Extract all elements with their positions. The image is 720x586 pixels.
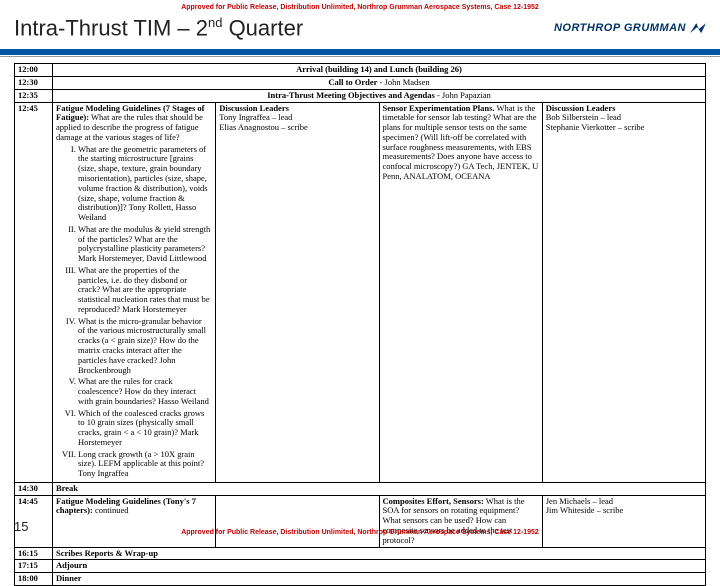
leaders-head: Discussion Leaders: [219, 103, 289, 113]
page-title: Intra-Thrust TIM – 2nd Quarter: [14, 15, 303, 41]
list-item: What is the micro-granular behavior of t…: [78, 317, 212, 376]
fg2-cont: continued: [93, 505, 129, 515]
comp-leaders-cell: Jen Michaels – lead Jim Whiteside – scri…: [542, 495, 705, 547]
list-item: What are the properties of the particles…: [78, 266, 212, 315]
header-bar: [0, 49, 720, 55]
adjourn-cell: Adjourn: [53, 560, 706, 573]
sensor-head: Sensor Experimentation Plans.: [383, 103, 495, 113]
table-row: 12:35 Intra-Thrust Meeting Objectives an…: [15, 89, 706, 102]
time-cell: 12:35: [15, 89, 53, 102]
left-leaders-cell: Discussion Leaders Tony Ingraffea – lead…: [216, 102, 379, 482]
title-pre: Intra-Thrust TIM – 2: [14, 15, 208, 40]
approval-footer: Approved for Public Release, Distributio…: [0, 529, 720, 536]
company-logo: NORTHROP GRUMMAN: [554, 22, 706, 34]
right-leaders-cell: Discussion Leaders Bob Silberstein – lea…: [542, 102, 705, 482]
cto-person: - John Madsen: [377, 77, 429, 87]
fg-continued-cell: Fatigue Modeling Guidelines (Tony's 7 ch…: [53, 495, 216, 547]
empty-leader-cell: [216, 495, 379, 547]
break-cell: Break: [53, 482, 706, 495]
table-row: 18:00 Dinner: [15, 573, 706, 586]
slide-header: Intra-Thrust TIM – 2nd Quarter NORTHROP …: [0, 13, 720, 49]
table-row: 17:15 Adjourn: [15, 560, 706, 573]
sensor-body: What is the timetable for sensor lab tes…: [383, 103, 539, 181]
list-item: Long crack growth (a > 10X grain size). …: [78, 450, 212, 479]
rleaders-head: Discussion Leaders: [546, 103, 616, 113]
fatigue-guidelines-cell: Fatigue Modeling Guidelines (7 Stages of…: [53, 102, 216, 482]
obj-label: Intra-Thrust Meeting Objectives and Agen…: [267, 90, 435, 100]
sensor-plans-cell: Sensor Experimentation Plans. What is th…: [379, 102, 542, 482]
time-cell: 12:45: [15, 102, 53, 482]
time-cell: 12:30: [15, 77, 53, 90]
table-row: 14:45 Fatigue Modeling Guidelines (Tony'…: [15, 495, 706, 547]
title-sup: nd: [208, 15, 222, 30]
cto-label: Call to Order: [328, 77, 377, 87]
comp-leaders: Jen Michaels – lead Jim Whiteside – scri…: [546, 496, 624, 516]
table-row: 16:15 Scribes Reports & Wrap-up: [15, 547, 706, 560]
list-item: What are the modulus & yield strength of…: [78, 225, 212, 264]
scribes-cell: Scribes Reports & Wrap-up: [53, 547, 706, 560]
obj-person: - John Papazian: [435, 90, 491, 100]
list-item: What are the rules for crack coalescence…: [78, 377, 212, 406]
approval-header: Approved for Public Release, Distributio…: [0, 0, 720, 13]
dinner-cell: Dinner: [53, 573, 706, 586]
call-to-order-cell: Call to Order - John Madsen: [53, 77, 706, 90]
table-row: 12:30 Call to Order - John Madsen: [15, 77, 706, 90]
comp-head: Composites Effort, Sensors:: [383, 496, 484, 506]
agenda-table: 12:00 Arrival (building 14) and Lunch (b…: [14, 63, 706, 586]
list-item: What are the geometric parameters of the…: [78, 145, 212, 223]
arrival-cell: Arrival (building 14) and Lunch (buildin…: [53, 64, 706, 77]
composites-cell: Composites Effort, Sensors: What is the …: [379, 495, 542, 547]
time-cell: 12:00: [15, 64, 53, 77]
time-cell: 16:15: [15, 547, 53, 560]
title-post: Quarter: [222, 15, 303, 40]
list-item: Which of the coalesced cracks grows to 1…: [78, 409, 212, 448]
rleaders-names: Bob Silberstein – lead Stephanie Vierkot…: [546, 112, 645, 132]
leaders-names: Tony Ingraffea – lead Elias Anagnostou –…: [219, 112, 308, 132]
time-cell: 17:15: [15, 560, 53, 573]
objectives-cell: Intra-Thrust Meeting Objectives and Agen…: [53, 89, 706, 102]
table-row: 14:30 Break: [15, 482, 706, 495]
table-row: 12:00 Arrival (building 14) and Lunch (b…: [15, 64, 706, 77]
agenda-content: 12:00 Arrival (building 14) and Lunch (b…: [0, 57, 720, 586]
table-row: 12:45 Fatigue Modeling Guidelines (7 Sta…: [15, 102, 706, 482]
logo-mark-icon: [690, 23, 706, 33]
time-cell: 14:30: [15, 482, 53, 495]
fg-list: What are the geometric parameters of the…: [78, 145, 212, 479]
time-cell: 18:00: [15, 573, 53, 586]
logo-text: NORTHROP GRUMMAN: [554, 22, 686, 34]
